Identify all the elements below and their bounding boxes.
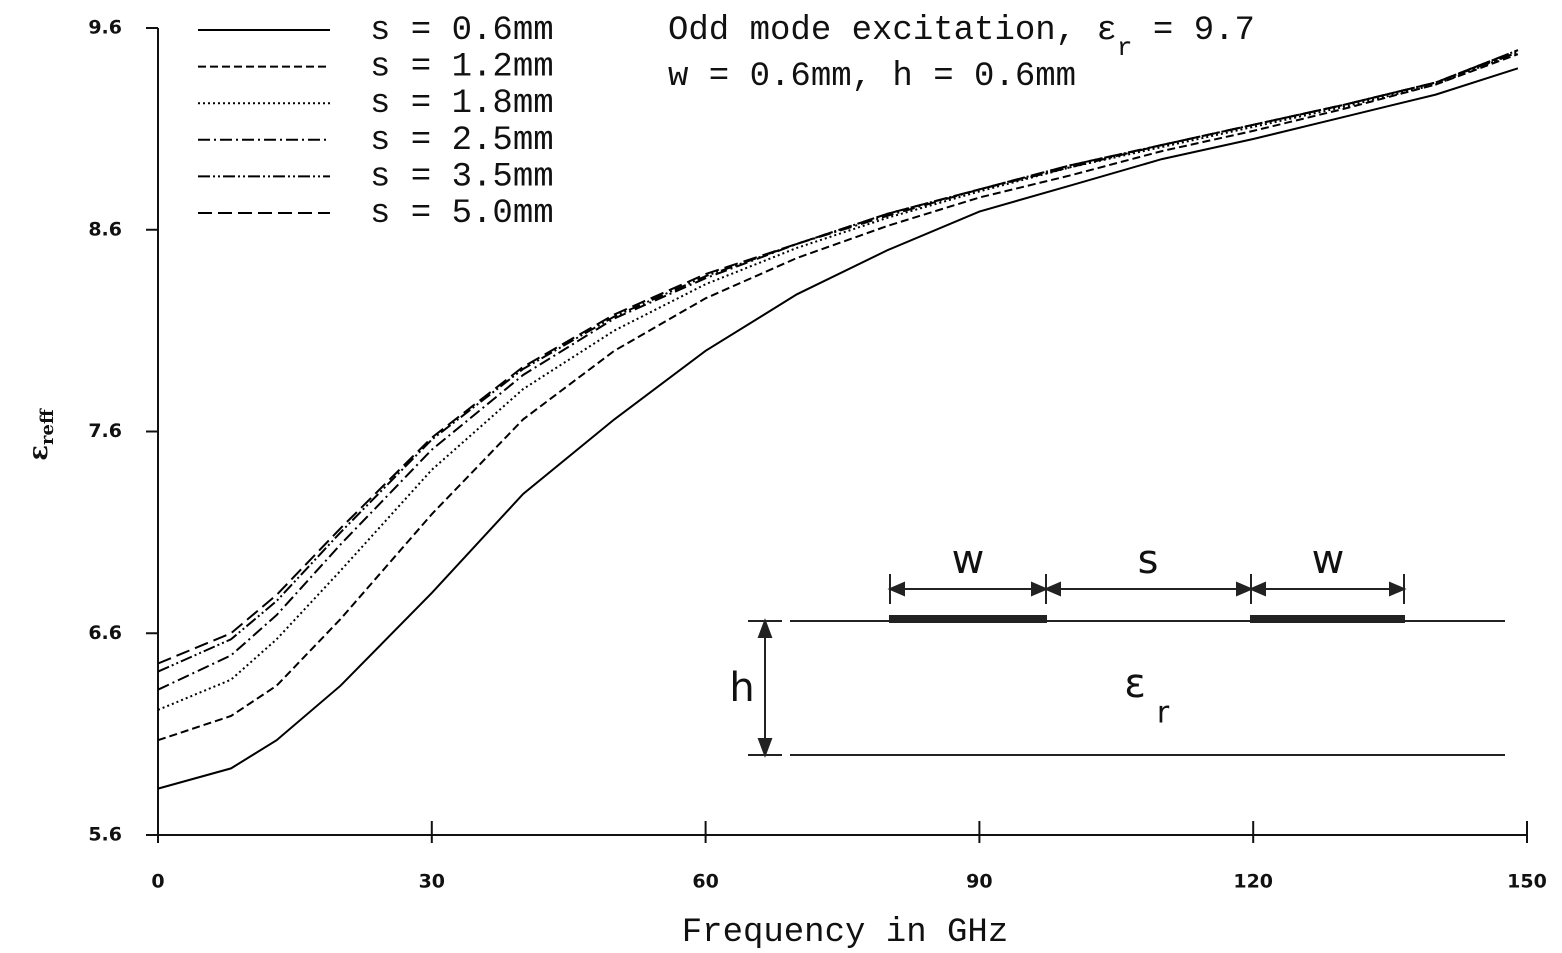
x-tick-label: 60	[692, 871, 718, 893]
y-axis-label: εreff	[24, 408, 58, 461]
y-tick-label: 7.6	[88, 420, 122, 442]
x-axis-label: Frequency in GHz	[682, 914, 1008, 952]
legend-label: s = 1.8mm	[370, 85, 554, 123]
annotation-text: Odd mode excitation, ε	[668, 12, 1117, 50]
inset-label: r	[1157, 696, 1170, 731]
x-tick-label: 120	[1233, 871, 1273, 893]
legend-label: s = 1.2mm	[370, 49, 554, 87]
x-tick-label: 0	[151, 871, 164, 893]
x-tick-label: 90	[966, 871, 992, 893]
legend-label: s = 0.6mm	[370, 12, 554, 50]
y-tick-label: 9.6	[88, 17, 122, 39]
annotation: Odd mode excitation, εr = 9.7	[668, 12, 1255, 63]
series-line	[157, 67, 1519, 790]
y-tick-label: 6.6	[88, 622, 122, 644]
inset-label: w	[952, 537, 985, 583]
annotation-sub: r	[1117, 33, 1133, 63]
y-tick-label: 5.6	[88, 824, 122, 846]
x-tick-label: 150	[1507, 871, 1547, 893]
y-tick-label: 8.6	[88, 218, 122, 240]
legend-label: s = 3.5mm	[370, 158, 554, 196]
inset-label: s	[1138, 537, 1159, 583]
annotation: w = 0.6mm, h = 0.6mm	[668, 58, 1076, 96]
x-tick-label: 30	[419, 871, 445, 893]
inset-diagram	[748, 574, 1505, 758]
inset-label: w	[1312, 537, 1345, 583]
series-line	[157, 49, 1519, 673]
series-line	[157, 53, 1519, 742]
inset-label: ε	[1124, 661, 1146, 707]
y-axis-symbol: ε	[24, 445, 54, 461]
legend-label: s = 2.5mm	[370, 122, 554, 160]
series-line	[157, 51, 1519, 711]
legend-label: s = 5.0mm	[370, 195, 554, 233]
annotation-text: = 9.7	[1132, 12, 1254, 50]
y-axis-sub: reff	[37, 408, 58, 445]
series-line	[157, 49, 1519, 665]
inset-label: h	[729, 665, 754, 711]
